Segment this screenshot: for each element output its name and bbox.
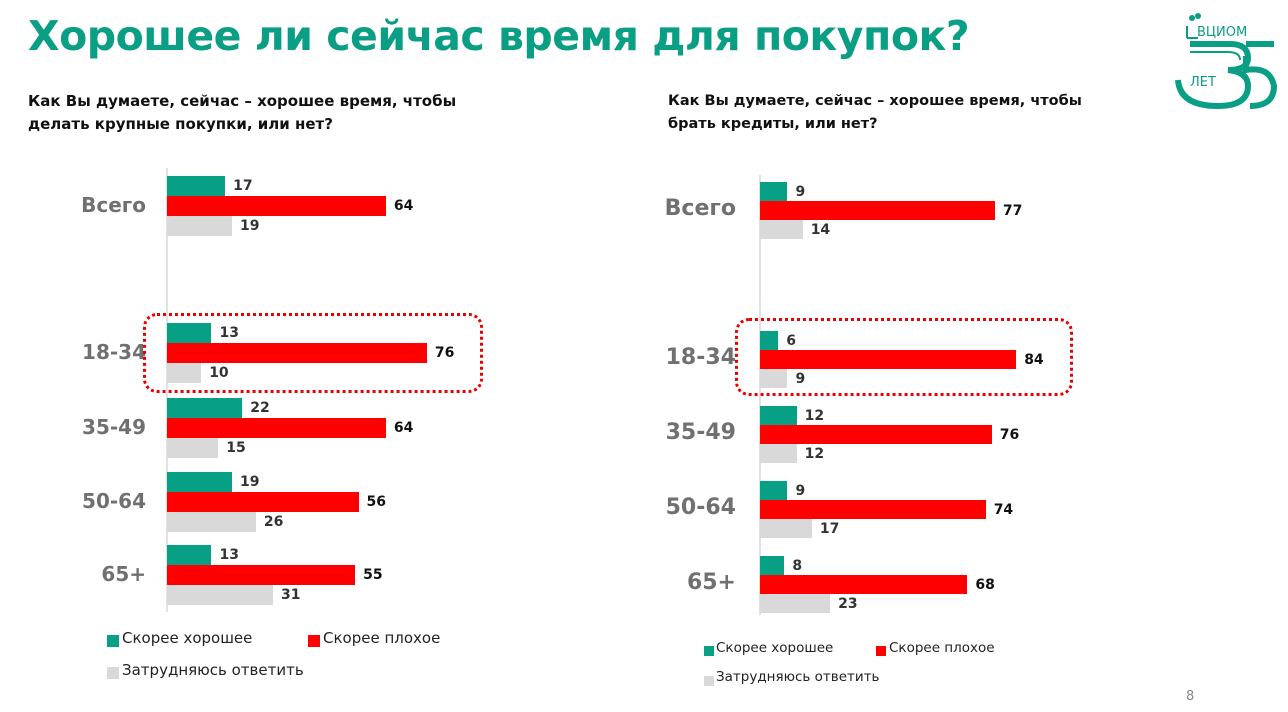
value-label: 23	[838, 595, 858, 612]
unsure-bar	[167, 512, 256, 532]
value-label: 12	[804, 407, 825, 424]
good-bar	[760, 331, 779, 350]
value-label: 15	[226, 440, 246, 456]
value-label: 6	[786, 332, 797, 349]
value-label: 9	[795, 183, 806, 200]
value-label: 64	[393, 420, 414, 436]
category-label: 35-49	[665, 420, 736, 446]
category-label: 35-49	[82, 415, 146, 439]
category-label: 65+	[686, 570, 736, 596]
legend-swatch	[308, 635, 320, 647]
value-label: 74	[993, 501, 1014, 518]
value-label: 19	[239, 474, 260, 490]
right-chart-question: Как Вы думаете, сейчас – хорошее время, …	[668, 90, 1082, 136]
bad-bar	[167, 492, 359, 512]
value-label: 12	[804, 445, 825, 462]
category-label: Всего	[81, 193, 146, 217]
legend-swatch	[876, 646, 886, 656]
value-label: 9	[795, 370, 806, 387]
highlight-box	[735, 318, 1073, 396]
bad-bar	[760, 575, 968, 594]
legend-label: Скорее хорошее	[122, 629, 253, 647]
value-label: 64	[393, 198, 414, 214]
page-title: Хорошее ли сейчас время для покупок?	[28, 12, 970, 60]
value-label: 84	[1024, 351, 1044, 368]
value-label: 10	[209, 365, 229, 381]
bad-bar	[760, 500, 986, 519]
category-label: 18-34	[665, 345, 736, 371]
unsure-bar	[760, 369, 788, 388]
value-label: 14	[810, 221, 831, 238]
value-label: 17	[233, 178, 253, 194]
value-label: 77	[1002, 202, 1023, 219]
good-bar	[167, 472, 232, 492]
legend-swatch	[107, 635, 119, 647]
svg-text:ЛЕТ: ЛЕТ	[1190, 75, 1216, 90]
unsure-bar	[167, 585, 274, 605]
unsure-bar	[167, 216, 232, 236]
good-bar	[167, 545, 212, 565]
value-label: 13	[219, 547, 239, 563]
value-label: 26	[263, 514, 284, 530]
good-bar	[167, 323, 212, 343]
category-label: 50-64	[82, 489, 146, 513]
value-label: 55	[363, 567, 383, 583]
legend-swatch	[107, 667, 119, 679]
unsure-bar	[760, 519, 812, 538]
value-label: 56	[366, 494, 386, 510]
category-label: 18-34	[82, 340, 146, 364]
value-label: 9	[795, 482, 806, 499]
value-label: 17	[819, 520, 840, 537]
unsure-bar	[167, 363, 202, 383]
value-label: 31	[281, 587, 301, 603]
good-bar	[760, 182, 788, 201]
value-label: 68	[975, 576, 995, 593]
good-bar	[167, 176, 226, 196]
category-label: Всего	[664, 196, 736, 222]
unsure-bar	[760, 220, 803, 239]
vciom-35-logo: ВЦИОМ ЛЕТ	[1170, 10, 1280, 110]
good-bar	[760, 481, 788, 500]
highlight-box	[143, 313, 483, 393]
good-bar	[167, 398, 243, 418]
value-label: 8	[792, 557, 803, 574]
bad-bar	[760, 350, 1017, 369]
category-label: 65+	[101, 562, 146, 586]
legend-swatch	[704, 676, 714, 686]
value-label: 19	[239, 218, 260, 234]
bad-bar	[167, 343, 427, 363]
legend-label: Затрудняюсь ответить	[122, 661, 304, 679]
unsure-bar	[760, 444, 797, 463]
good-bar	[760, 556, 785, 575]
legend-label: Скорее хорошее	[716, 640, 834, 656]
bad-bar	[167, 418, 386, 438]
page-number: 8	[1186, 689, 1195, 704]
value-label: 22	[250, 400, 270, 416]
legend-label: Затрудняюсь ответить	[716, 669, 880, 685]
category-label: 50-64	[665, 495, 736, 521]
value-label: 13	[219, 325, 239, 341]
svg-text:ВЦИОМ: ВЦИОМ	[1197, 25, 1247, 40]
legend-swatch	[704, 646, 714, 656]
bad-bar	[760, 201, 995, 220]
bad-bar	[167, 196, 386, 216]
right-question-line-1: Как Вы думаете, сейчас – хорошее время, …	[668, 93, 1082, 109]
bad-bar	[760, 425, 992, 444]
left-chart-question: Как Вы думаете, сейчас – хорошее время, …	[28, 90, 456, 136]
bad-bar	[167, 565, 356, 585]
unsure-bar	[760, 594, 831, 613]
left-question-line-2: делать крупные покупки, или нет?	[28, 115, 333, 133]
legend-label: Скорее плохое	[889, 640, 995, 656]
right-question-line-2: брать кредиты, или нет?	[668, 116, 878, 132]
legend-label: Скорее плохое	[323, 629, 441, 647]
value-label: 76	[434, 345, 455, 361]
good-bar	[760, 406, 797, 425]
value-label: 76	[999, 426, 1020, 443]
left-question-line-1: Как Вы думаете, сейчас – хорошее время, …	[28, 92, 457, 110]
unsure-bar	[167, 438, 219, 458]
